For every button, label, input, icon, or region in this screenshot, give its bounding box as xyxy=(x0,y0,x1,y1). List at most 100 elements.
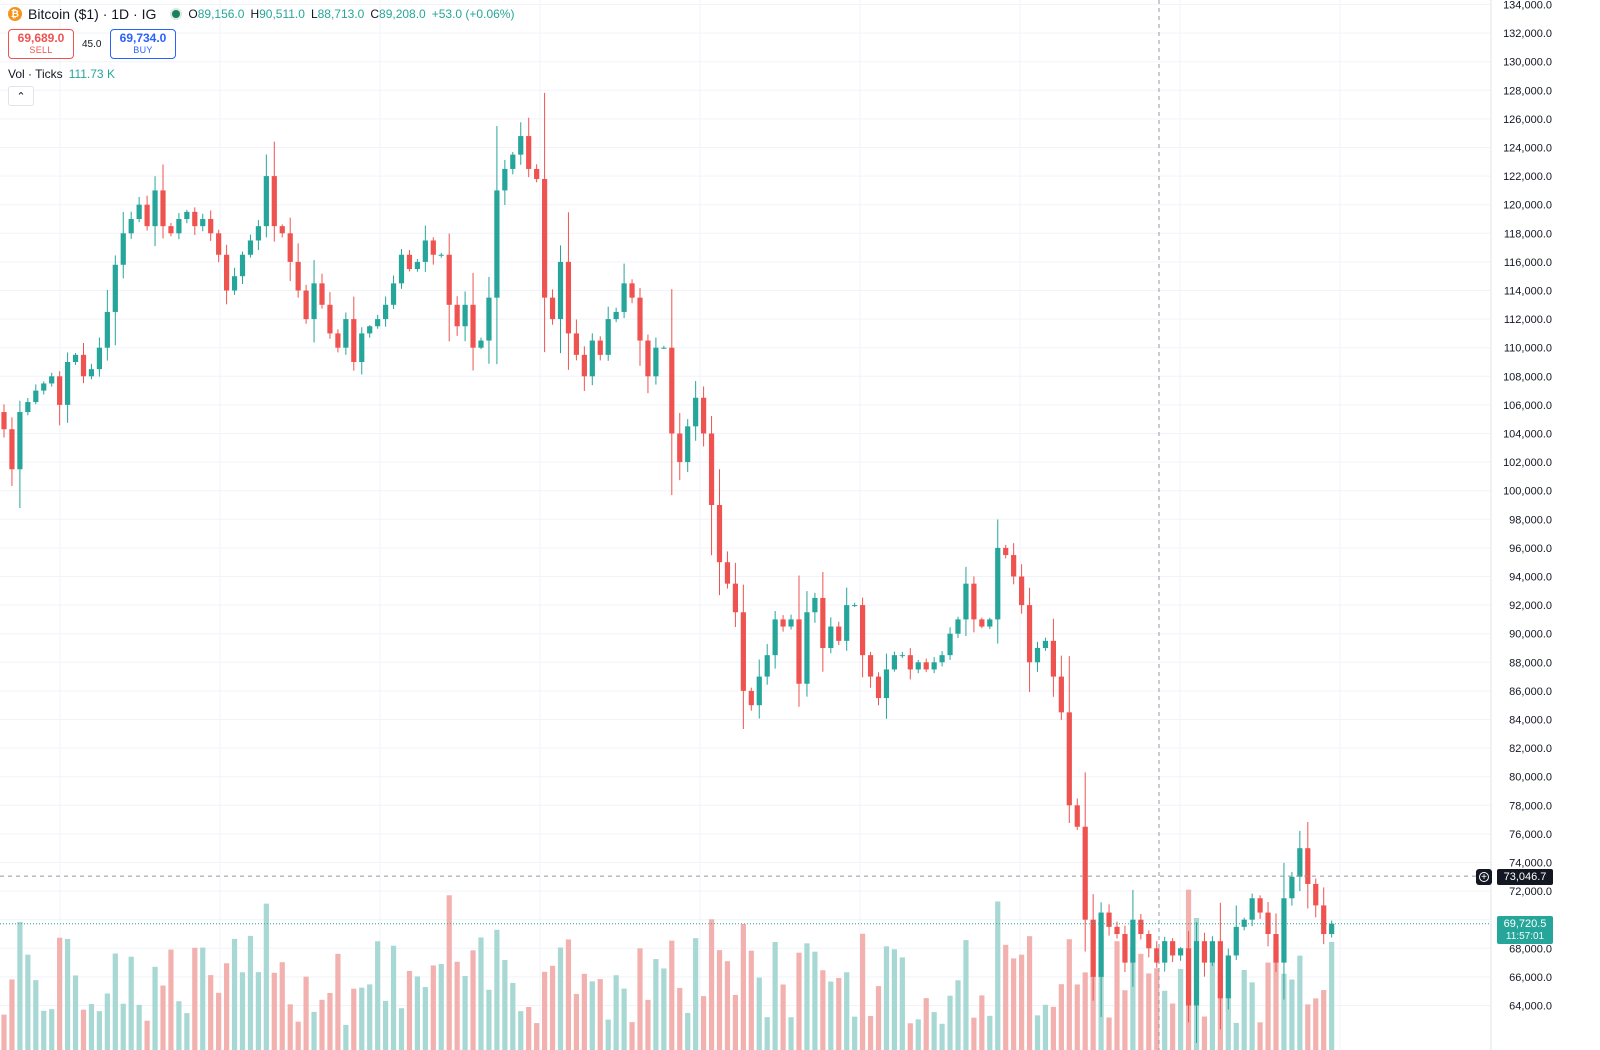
volume-bar xyxy=(65,938,71,1050)
price-tick-label: 88,000.0 xyxy=(1509,657,1552,669)
volume-bar xyxy=(772,941,778,1050)
volume-bar xyxy=(1170,1003,1176,1050)
volume-bar xyxy=(49,1009,55,1050)
candle-body xyxy=(184,211,190,219)
volume-bar xyxy=(1066,939,1072,1050)
candle-body xyxy=(899,655,905,657)
volume-bar xyxy=(1034,1015,1041,1050)
volume-bar xyxy=(255,972,261,1050)
volume-bar xyxy=(581,973,587,1050)
candle-body xyxy=(57,376,63,405)
candle-body xyxy=(875,676,882,699)
candle-body xyxy=(724,562,731,584)
candle-body xyxy=(1321,905,1327,934)
candle-body xyxy=(486,297,492,341)
candle-body xyxy=(549,297,556,320)
buy-price: 69,734.0 xyxy=(119,31,167,45)
volume-bar xyxy=(836,978,842,1050)
candle-body xyxy=(1074,805,1080,827)
volume-bar xyxy=(637,948,643,1050)
volume-bar xyxy=(375,941,381,1050)
candle-body xyxy=(351,319,357,362)
volume-bar xyxy=(740,923,746,1050)
volume-bar xyxy=(80,1009,87,1050)
volume-bar xyxy=(152,966,158,1050)
volume-bar xyxy=(923,998,929,1050)
candle-body xyxy=(1289,876,1295,899)
volume-bar xyxy=(939,1023,945,1050)
candle-body xyxy=(565,261,572,334)
candle-body xyxy=(470,304,476,348)
price-tick-label: 130,000.0 xyxy=(1503,57,1552,69)
volume-bar xyxy=(208,975,214,1050)
candle-body xyxy=(637,297,643,341)
volume-bar xyxy=(136,1004,142,1050)
volume-bar xyxy=(239,972,246,1050)
candle-body xyxy=(494,190,500,298)
volume-bar xyxy=(446,895,452,1050)
low-label: L xyxy=(310,7,318,21)
spread-value: 45.0 xyxy=(82,39,102,50)
candle-body xyxy=(430,240,436,255)
candle-body xyxy=(923,662,929,670)
candle-body xyxy=(1034,648,1041,663)
crosshair-price-tag: 73,046.7 xyxy=(1497,869,1553,885)
candle-body xyxy=(200,219,206,227)
price-tick-label: 114,000.0 xyxy=(1504,286,1552,298)
price-tick-label: 84,000.0 xyxy=(1509,715,1552,727)
volume-bar xyxy=(414,976,420,1050)
volume-bar xyxy=(542,971,548,1050)
volume-bar xyxy=(231,938,238,1050)
price-tick-label: 64,000.0 xyxy=(1509,1001,1552,1013)
candle-body xyxy=(1011,555,1017,577)
volume-bar xyxy=(883,946,890,1050)
candle-body xyxy=(955,619,961,634)
volume-bar xyxy=(1,1014,7,1050)
candle-body xyxy=(542,178,548,298)
candle-body xyxy=(255,226,261,241)
candle-body xyxy=(462,304,468,327)
candle-body xyxy=(939,655,945,663)
volume-legend[interactable]: Vol · Ticks 111.73 K xyxy=(8,67,115,81)
candle-body xyxy=(327,304,333,334)
candle-body xyxy=(1209,941,1215,963)
candle-body xyxy=(677,433,683,463)
volume-bar xyxy=(96,1011,102,1050)
candle-body xyxy=(605,319,611,355)
candle-body xyxy=(621,283,627,312)
volume-bar xyxy=(1249,982,1255,1050)
volume-bar xyxy=(478,937,484,1050)
volume-bar xyxy=(565,939,572,1050)
volume-bar xyxy=(685,1012,691,1050)
symbol-title[interactable]: Bitcoin ($1) · 1D · IG xyxy=(28,6,157,22)
sell-button[interactable]: 69,689.0 SELL xyxy=(8,29,74,59)
candle-body xyxy=(1130,919,1136,963)
add-alert-icon[interactable]: + xyxy=(1476,869,1492,885)
candle-body xyxy=(1329,923,1335,934)
volume-bar xyxy=(724,961,731,1050)
volume-bar xyxy=(1297,955,1303,1050)
volume-bar xyxy=(1042,1004,1049,1050)
price-tick-label: 94,000.0 xyxy=(1509,572,1552,584)
volume-bar xyxy=(1313,998,1319,1050)
candle-body xyxy=(629,283,635,298)
volume-bar xyxy=(1050,1006,1056,1050)
candle-body xyxy=(367,326,373,334)
price-tick-label: 118,000.0 xyxy=(1504,228,1552,240)
volume-bar xyxy=(168,949,174,1050)
volume-bar xyxy=(621,988,627,1050)
candle-body xyxy=(1233,926,1239,956)
buy-label: BUY xyxy=(133,45,153,55)
volume-bar xyxy=(661,968,667,1050)
candle-body xyxy=(597,340,603,355)
price-tick-label: 66,000.0 xyxy=(1509,972,1552,984)
candle-body xyxy=(1,412,7,430)
buy-button[interactable]: 69,734.0 BUY xyxy=(110,29,176,59)
sell-label: SELL xyxy=(29,45,53,55)
collapse-legend-button[interactable]: ⌃ xyxy=(8,86,34,106)
volume-bar xyxy=(390,945,397,1050)
candle-body xyxy=(1201,941,1208,963)
candle-body xyxy=(335,333,341,348)
volume-bar xyxy=(1114,941,1120,1050)
